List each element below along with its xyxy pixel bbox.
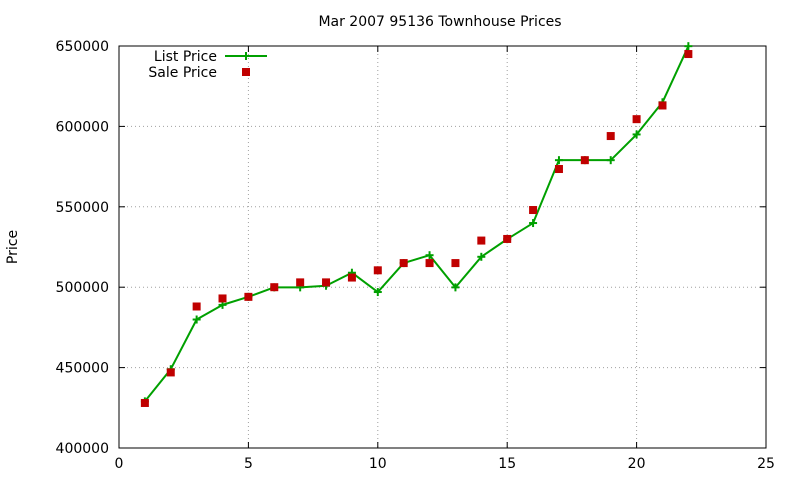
legend-swatch-sale-price [242, 68, 250, 76]
x-tick-label: 25 [757, 456, 775, 472]
y-tick-label: 500000 [56, 280, 109, 296]
y-tick-label: 450000 [56, 361, 109, 377]
list-price-point [425, 251, 434, 260]
sale-price-point [347, 273, 356, 282]
sale-price-point [658, 101, 667, 110]
chart-title: Mar 2007 95136 Townhouse Prices [318, 14, 561, 30]
x-tick-label: 5 [244, 456, 253, 472]
list-price-point [373, 288, 382, 297]
y-tick-label: 400000 [56, 441, 109, 457]
sale-price-point [503, 234, 512, 243]
x-tick-label: 0 [115, 456, 124, 472]
plot-frame [118, 45, 767, 449]
sale-price-point [218, 294, 227, 303]
axes-frame [118, 45, 767, 449]
sale-price-point [529, 206, 538, 215]
data-series [140, 42, 693, 407]
sale-price-point [477, 236, 486, 245]
sale-price-point [632, 115, 641, 124]
y-tick-label: 600000 [56, 119, 109, 135]
x-tick-label: 20 [628, 456, 646, 472]
legend-label-list-price: List Price [154, 49, 217, 65]
sale-price-point [399, 259, 408, 268]
list-price-point [684, 42, 693, 51]
list-price-point [632, 130, 641, 139]
tick-labels: 0 5 10 15 20 25 400000 450000 500000 550000 600000… [56, 39, 775, 472]
sale-price-point [554, 165, 563, 174]
list-price-point [451, 283, 460, 292]
list-price-point [192, 315, 201, 324]
list-price-point [554, 156, 563, 165]
sale-price-point [270, 283, 279, 292]
sale-price-point [322, 278, 331, 287]
sale-price-point [684, 50, 693, 59]
list-price-point [606, 156, 615, 165]
list-price-line [144, 45, 690, 402]
sale-price-point [425, 259, 434, 268]
x-tick-label: 10 [369, 456, 387, 472]
y-tick-label: 650000 [56, 39, 109, 55]
sale-price-point [451, 259, 460, 268]
sale-price-point [373, 266, 382, 275]
sale-price-point [140, 398, 149, 407]
legend-label-sale-price: Sale Price [148, 65, 217, 81]
sale-price-point [244, 292, 253, 301]
list-price-point [529, 219, 538, 228]
sale-price-point [580, 156, 589, 165]
grid-lines [119, 46, 766, 448]
x-tick-label: 15 [498, 456, 516, 472]
list-price-point [477, 252, 486, 261]
y-tick-label: 550000 [56, 200, 109, 216]
y-axis-label: Price [5, 230, 21, 264]
legend-marker-list-price [242, 52, 250, 60]
sale-price-point [192, 302, 201, 311]
sale-price-point [296, 278, 305, 287]
sale-price-point [606, 132, 615, 141]
sale-price-series [140, 50, 693, 407]
sale-price-point [166, 368, 175, 377]
